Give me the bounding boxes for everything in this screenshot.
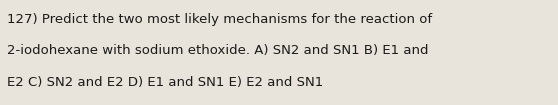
Text: 2-iodohexane with sodium ethoxide. A) SN2 and SN1 B) E1 and: 2-iodohexane with sodium ethoxide. A) SN… (7, 44, 428, 57)
Text: 127) Predict the two most likely mechanisms for the reaction of: 127) Predict the two most likely mechani… (7, 13, 432, 26)
Text: E2 C) SN2 and E2 D) E1 and SN1 E) E2 and SN1: E2 C) SN2 and E2 D) E1 and SN1 E) E2 and… (7, 76, 323, 89)
